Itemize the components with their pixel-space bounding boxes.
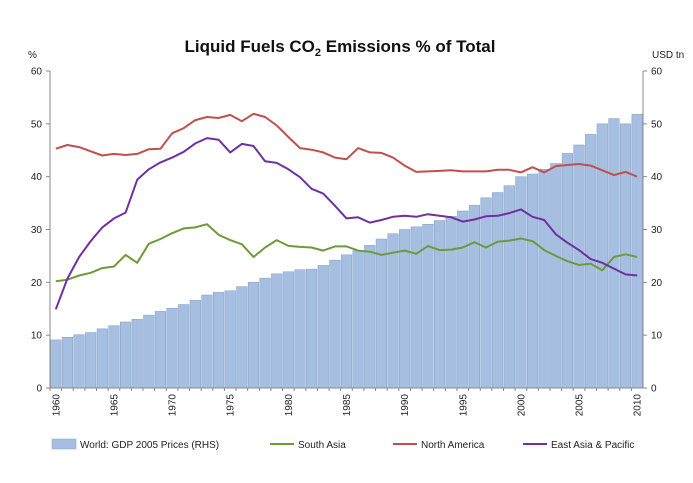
gdp-bar bbox=[247, 282, 260, 389]
north-america-line bbox=[55, 112, 638, 178]
gdp-bar bbox=[399, 229, 411, 389]
right-axis-unit: USD tn bbox=[652, 50, 684, 61]
gdp-bar bbox=[340, 254, 353, 389]
gdp-bar bbox=[224, 290, 236, 389]
left-y-tick-label: 20 bbox=[31, 278, 43, 289]
legend: World: GDP 2005 Prices (RHS) South Asia No… bbox=[51, 438, 634, 451]
world-gdp-2005-prices-rhs-legend-label: World: GDP 2005 Prices (RHS) bbox=[80, 440, 219, 451]
x-tick-label: 1975 bbox=[226, 394, 237, 417]
world-gdp-2005-prices-rhs-legend-swatch bbox=[51, 438, 77, 450]
left-y-tick-label: 60 bbox=[31, 67, 43, 78]
gdp-bar bbox=[329, 259, 341, 389]
south-asia-line bbox=[55, 223, 638, 283]
chart-title: Liquid Fuels CO2 Emissions % of Total bbox=[185, 37, 496, 59]
gdp-bar bbox=[480, 197, 492, 389]
right-y-tick-label: 10 bbox=[651, 331, 663, 342]
gdp-bar bbox=[143, 314, 155, 389]
right-y-tick-label: 40 bbox=[651, 172, 663, 183]
x-tick-label: 1990 bbox=[400, 394, 411, 417]
right-y-tick-label: 0 bbox=[651, 384, 657, 395]
x-tick-label: 1995 bbox=[458, 394, 469, 417]
gdp-bar bbox=[526, 173, 539, 389]
right-y-tick-label: 50 bbox=[651, 119, 663, 130]
gdp-bar bbox=[73, 334, 85, 389]
gdp-bar bbox=[189, 300, 201, 389]
gdp-bar bbox=[96, 328, 108, 389]
gdp-bar bbox=[364, 245, 376, 389]
gdp-bar bbox=[108, 325, 120, 389]
gdp-bar bbox=[445, 216, 457, 389]
gdp-bar bbox=[178, 304, 190, 389]
gdp-bar bbox=[259, 277, 271, 389]
east-asia-pacific-line bbox=[54, 137, 638, 310]
x-tick-label: 2010 bbox=[633, 394, 644, 417]
gdp-bar bbox=[85, 332, 97, 389]
gdp-bar bbox=[120, 321, 132, 389]
gdp-bar bbox=[608, 118, 620, 389]
axes-layer: 0 0 10 10 20 20 30 30 40 40 50 50 60 60 1960 1965 1970 19… bbox=[31, 67, 663, 417]
emission-lines-layer bbox=[54, 112, 638, 310]
chart-title-subscript: 2 bbox=[315, 47, 321, 59]
east-asia-pacific-legend-label: East Asia & Pacific bbox=[551, 440, 634, 451]
gdp-bar bbox=[61, 337, 74, 389]
x-tick-label: 1980 bbox=[284, 394, 295, 417]
gdp-bar bbox=[457, 210, 469, 389]
left-axis-unit: % bbox=[28, 50, 37, 61]
chart-title-main: Liquid Fuels CO bbox=[185, 37, 315, 56]
gdp-bar bbox=[596, 123, 608, 389]
x-tick-label: 1965 bbox=[109, 394, 120, 417]
south-asia-legend-label: South Asia bbox=[298, 440, 346, 451]
gdp-bar bbox=[631, 114, 643, 389]
left-y-tick-label: 40 bbox=[31, 172, 43, 183]
gdp-bar bbox=[468, 204, 480, 389]
gdp-bar bbox=[131, 319, 143, 389]
x-tick-label: 1960 bbox=[51, 394, 62, 417]
right-y-tick-label: 30 bbox=[651, 225, 663, 236]
gdp-bar bbox=[561, 153, 573, 389]
gdp-bar bbox=[201, 294, 213, 389]
gdp-bar bbox=[294, 269, 306, 389]
north-america-legend-label: North America bbox=[421, 440, 485, 451]
x-tick-label: 2000 bbox=[516, 394, 527, 417]
x-tick-label: 1985 bbox=[342, 394, 353, 417]
gdp-bar bbox=[550, 163, 562, 389]
gdp-bar bbox=[573, 144, 585, 389]
gdp-bar bbox=[166, 307, 178, 389]
gdp-bar bbox=[154, 311, 167, 389]
right-y-tick-label: 20 bbox=[651, 278, 663, 289]
gdp-bar bbox=[503, 185, 515, 389]
gdp-bar bbox=[236, 286, 248, 389]
chart-title-rest: Emissions % of Total bbox=[321, 37, 495, 56]
gdp-bar bbox=[282, 271, 294, 389]
left-y-tick-label: 0 bbox=[36, 384, 42, 395]
gdp-bar bbox=[515, 176, 527, 389]
gdp-bar bbox=[271, 273, 283, 389]
gdp-bars-layer bbox=[50, 114, 643, 389]
gdp-bar bbox=[50, 339, 62, 389]
left-y-tick-label: 50 bbox=[31, 119, 43, 130]
gdp-bar bbox=[433, 220, 446, 389]
gdp-bar bbox=[213, 292, 225, 389]
gdp-bar bbox=[306, 268, 318, 389]
gdp-bar bbox=[317, 265, 329, 389]
right-y-tick-label: 60 bbox=[651, 67, 663, 78]
left-y-tick-label: 10 bbox=[31, 331, 43, 342]
gdp-bar bbox=[492, 192, 504, 389]
gdp-bar bbox=[387, 233, 399, 389]
x-tick-label: 1970 bbox=[168, 394, 179, 417]
x-tick-label: 2005 bbox=[575, 394, 586, 417]
gdp-bar bbox=[538, 169, 550, 389]
gdp-bar bbox=[375, 238, 387, 389]
left-y-tick-label: 30 bbox=[31, 225, 43, 236]
gdp-bar bbox=[352, 250, 364, 389]
